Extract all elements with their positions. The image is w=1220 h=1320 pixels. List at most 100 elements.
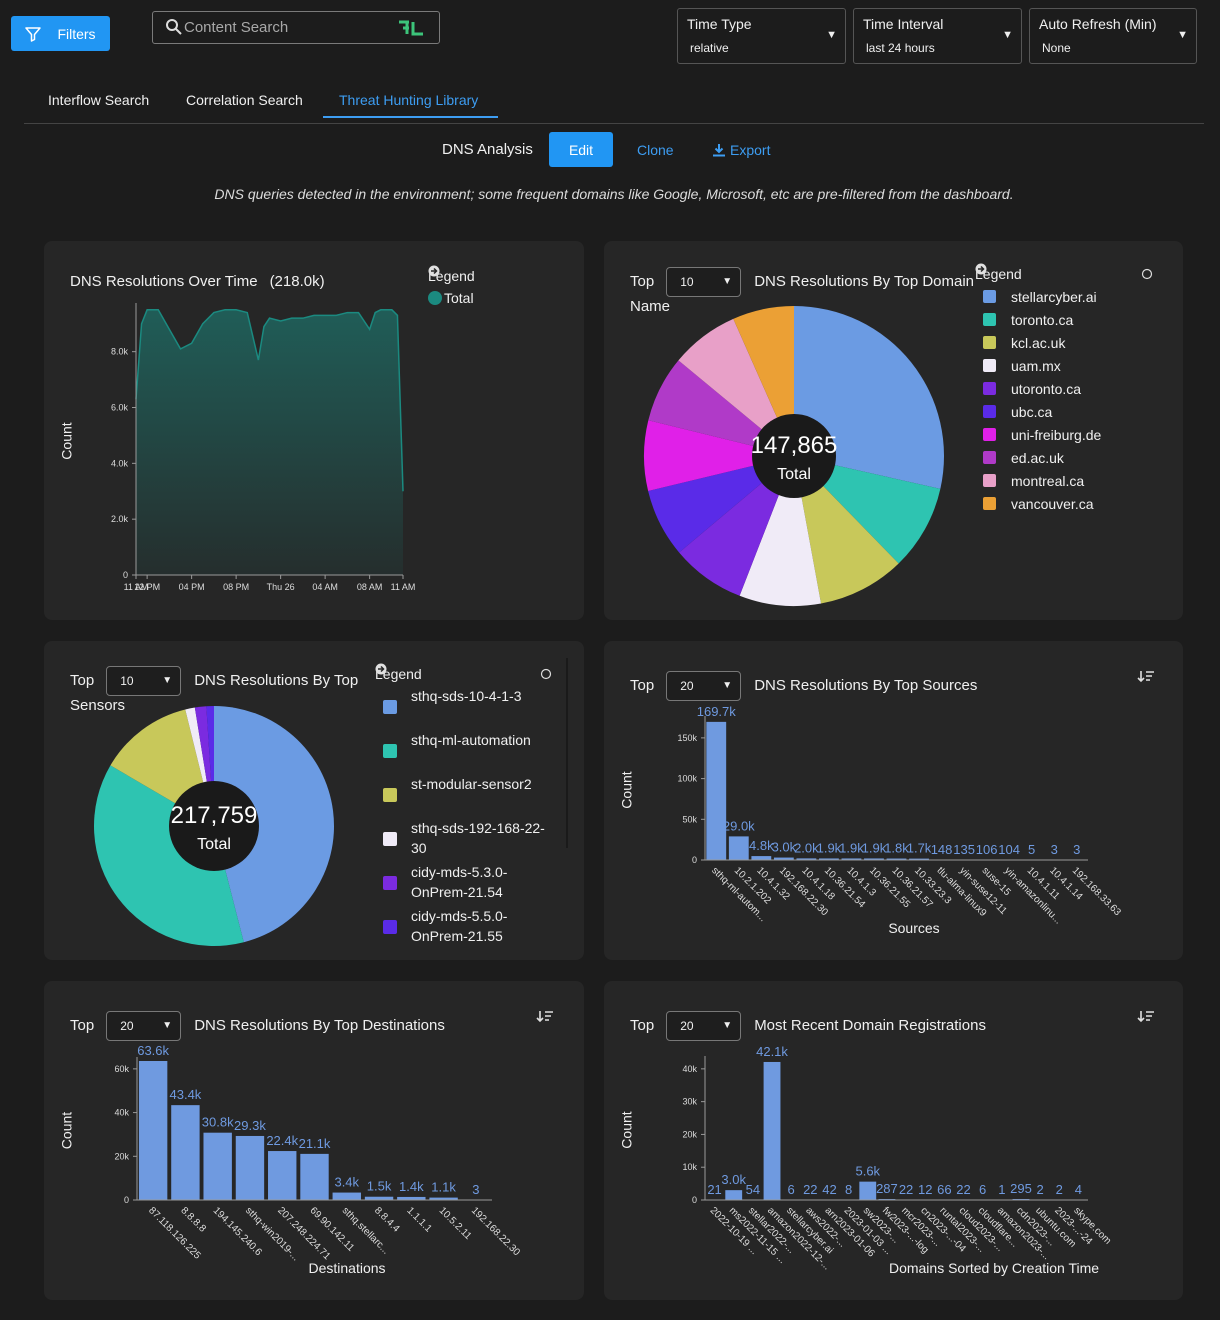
legend-item[interactable]: uni-freiburg.de: [975, 423, 1101, 446]
legend-item[interactable]: sthq-sds-10-4-1-3: [375, 685, 551, 729]
panel: 217,759 Total Top 10 ▼ DNS Resolutions By Top…: [44, 641, 584, 960]
bar: [751, 856, 772, 860]
bar: [138, 1061, 168, 1200]
panel-header: Top 10 ▼ DNS Resolutions By Top Domain Name: [630, 267, 982, 319]
top-select[interactable]: 20 ▼: [666, 1011, 742, 1042]
legend-swatch: [983, 290, 996, 303]
top-select[interactable]: 10 ▼: [666, 267, 742, 298]
pie-slice: [794, 456, 941, 564]
pie-slice: [648, 360, 794, 456]
content-search[interactable]: Content Search: [152, 11, 440, 44]
top-select-arrow: ▼: [162, 675, 173, 687]
edit-button[interactable]: Edit: [549, 132, 613, 167]
select-arrow: ▼: [1177, 29, 1188, 41]
time-type-select[interactable]: Time Type relative ▼: [677, 8, 846, 64]
legend-item[interactable]: montreal.ca: [975, 469, 1101, 492]
pie-slice: [94, 765, 244, 946]
y-tick-label: 40k: [114, 1108, 129, 1118]
scrollbar: [566, 658, 568, 848]
legend-item[interactable]: cidy-mds-5.5.0-OnPrem-21.55: [375, 905, 551, 949]
x-tick-label: 192.168.22.30: [469, 1205, 522, 1258]
value-label: 106: [976, 842, 998, 857]
legend-swatch: [983, 382, 996, 395]
legend-item[interactable]: toronto.ca: [975, 308, 1101, 331]
tab[interactable]: Correlation Search: [186, 92, 303, 108]
legend-item[interactable]: utoronto.ca: [975, 377, 1101, 400]
legend-item[interactable]: st-modular-sensor2: [375, 773, 551, 817]
legend-swatch: [383, 876, 397, 890]
legend-item[interactable]: ubc.ca: [975, 400, 1101, 423]
legend: Legend Total: [428, 265, 475, 309]
area: [136, 309, 403, 575]
legend-label: cidy-mds-5.5.0-OnPrem-21.55: [411, 908, 508, 944]
bar: [203, 1132, 232, 1200]
legend-item[interactable]: sthq-ml-automation: [375, 729, 551, 773]
panel-header: Top 10 ▼ DNS Resolutions By Top Sensors: [70, 666, 375, 718]
value-label: 42.1k: [756, 1044, 788, 1059]
legend-title: Legend: [428, 268, 475, 284]
download-icon: [713, 144, 725, 157]
legend-item[interactable]: ed.ac.uk: [975, 446, 1101, 469]
bar: [364, 1196, 394, 1200]
select-arrow: ▼: [826, 29, 837, 41]
pie-slice: [214, 706, 335, 943]
top-label: Top: [630, 273, 655, 290]
legend-toggle[interactable]: [1141, 268, 1153, 280]
legend-item[interactable]: kcl.ac.uk: [975, 331, 1101, 354]
value-label: 1: [998, 1182, 1005, 1197]
legend-item[interactable]: sthq-sds-192-168-22-30: [375, 817, 551, 861]
legend-title-row: Legend: [375, 663, 551, 685]
legend-swatch: [383, 744, 397, 758]
top-select[interactable]: 20 ▼: [106, 1011, 182, 1042]
icon-arrow: [378, 665, 385, 673]
bar: [397, 1196, 426, 1200]
x-tick-label: 1.1.1.1: [404, 1205, 434, 1235]
center-value: 217,759: [171, 802, 258, 829]
legend-label: vancouver.ca: [1011, 495, 1094, 512]
x-tick-label: 08 AM: [357, 582, 383, 592]
panel: 147,865 Total Top 10 ▼ DNS Resolutions By Top…: [604, 241, 1183, 620]
value-label: 148: [931, 842, 953, 857]
y-tick-label: 30k: [682, 1097, 697, 1107]
value-label: 1.5k: [367, 1179, 392, 1194]
clone-button[interactable]: Clone: [637, 142, 674, 158]
top-select[interactable]: 20 ▼: [666, 671, 742, 702]
y-axis-label: Count: [619, 771, 635, 808]
center-value: 147,865: [751, 432, 838, 459]
panel-header: DNS Resolutions Over Time (218.0k): [70, 269, 470, 294]
top-select-value: 10: [680, 275, 694, 290]
legend-swatch: [983, 451, 996, 464]
chart-title: Most Recent Domain Registrations: [754, 1017, 986, 1034]
time-interval-select[interactable]: Time Interval last 24 hours ▼: [853, 8, 1022, 64]
legend-item[interactable]: vancouver.ca: [975, 492, 1101, 515]
filters-button[interactable]: Filters: [11, 16, 110, 51]
legend-item[interactable]: stellarcyber.ai: [975, 285, 1101, 308]
legend-item[interactable]: uam.mx: [975, 354, 1101, 377]
donut-hole: [169, 781, 259, 871]
tab[interactable]: Threat Hunting Library: [323, 92, 499, 118]
tab[interactable]: Interflow Search: [48, 92, 150, 108]
bar: [796, 858, 817, 860]
value-label: 1.7k: [907, 841, 932, 856]
auto-refresh-select[interactable]: Auto Refresh (Min) None ▼: [1029, 8, 1197, 64]
bar: [171, 1105, 200, 1200]
x-tick-label: 12 PM: [134, 582, 160, 592]
value-label: 22: [899, 1182, 913, 1197]
top-select[interactable]: 10 ▼: [106, 666, 182, 697]
legend-label: Total: [444, 290, 474, 306]
y-tick-label: 150k: [677, 733, 697, 743]
legend-item[interactable]: cidy-mds-5.3.0-OnPrem-21.54: [375, 861, 551, 905]
legend-label: sthq-sds-192-168-22-30: [411, 820, 545, 856]
export-button[interactable]: Export: [712, 142, 770, 158]
value-label: 1.9k: [817, 840, 842, 855]
legend-label: uam.mx: [1011, 357, 1061, 374]
legend-label: uni-freiburg.de: [1011, 426, 1102, 443]
legend-swatch: [983, 497, 996, 510]
value-label: 287: [876, 1181, 898, 1196]
x-tick-label: 10.5.2.11: [437, 1205, 474, 1242]
value-label: 5: [1028, 842, 1035, 857]
legend-toggle[interactable]: [540, 668, 552, 680]
y-tick-label: 8.0k: [111, 347, 129, 357]
y-tick-label: 0: [124, 1195, 129, 1205]
